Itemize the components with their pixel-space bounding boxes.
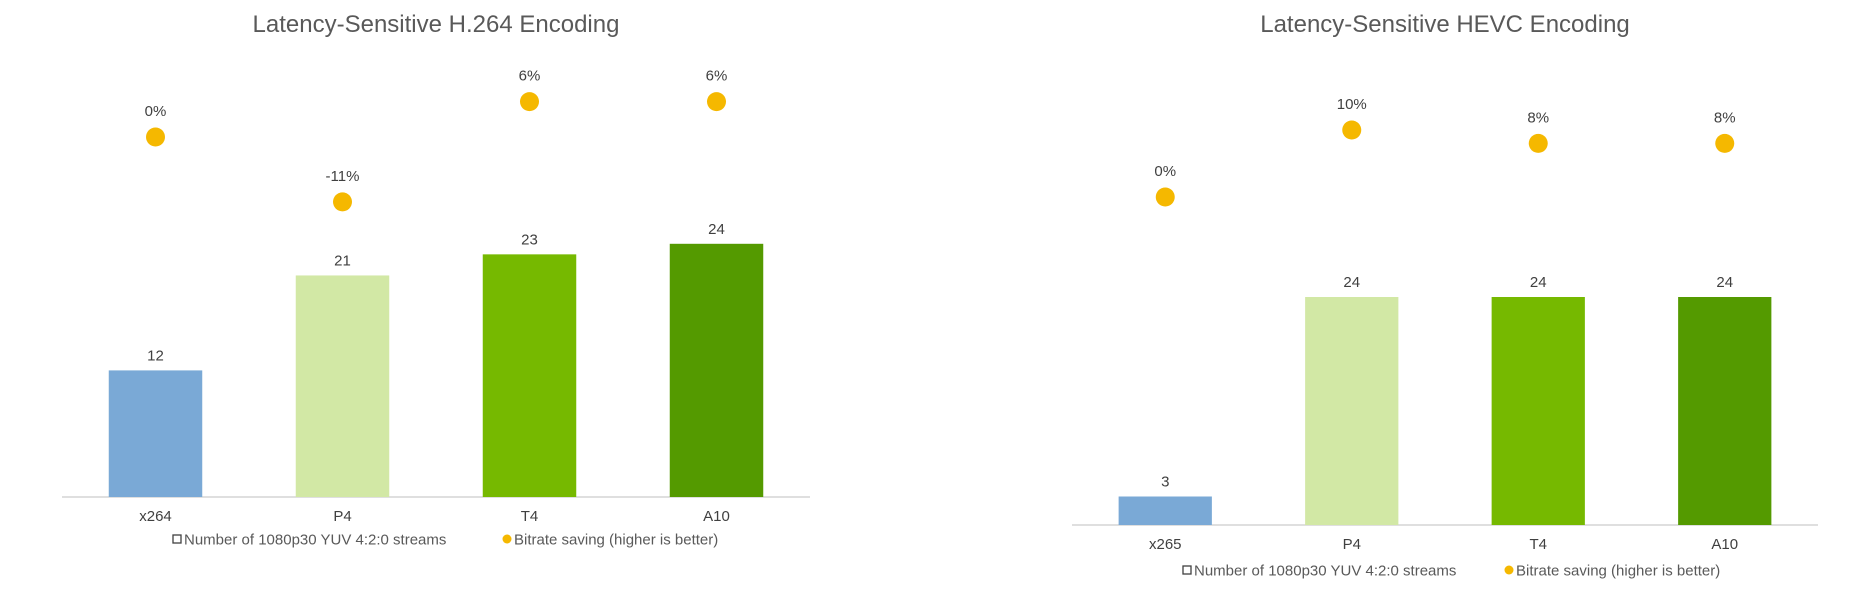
- legend-bar-label: Number of 1080p30 YUV 4:2:0 streams: [184, 532, 446, 549]
- legend-bar-swatch: [172, 534, 182, 544]
- bar-value-label: 24: [1530, 274, 1547, 291]
- saving-point-a10: [707, 92, 726, 112]
- x-tick-label: x265: [1149, 536, 1182, 553]
- bar-t4: [482, 254, 577, 497]
- saving-point-p4: [333, 192, 352, 212]
- bar-value-label: 3: [1161, 474, 1169, 491]
- bar-p4: [1305, 297, 1399, 525]
- x-tick-label: T4: [521, 508, 539, 525]
- bar-value-label: 24: [1343, 274, 1360, 291]
- bar-a10: [669, 243, 764, 497]
- bar-value-label: 21: [334, 252, 351, 269]
- saving-point-x264: [146, 127, 165, 147]
- saving-value-label: 6%: [706, 68, 728, 85]
- saving-value-label: 10%: [1337, 96, 1367, 113]
- x-tick-label: x264: [139, 508, 172, 525]
- saving-value-label: 0%: [1154, 163, 1176, 180]
- saving-point-t4: [520, 92, 539, 112]
- saving-point-p4: [1342, 120, 1362, 140]
- chart-panel-1: Latency-Sensitive H.264 Encoding 12 0% x264…: [62, 11, 810, 549]
- saving-point-x265: [1155, 187, 1175, 207]
- bar-a10: [1678, 297, 1772, 525]
- bar-p4: [295, 275, 390, 497]
- chart-panel-2: Latency-Sensitive HEVC Encoding 3 0% x265 24…: [1072, 11, 1818, 580]
- x-tick-label: P4: [1343, 536, 1361, 553]
- legend-bar-label: Number of 1080p30 YUV 4:2:0 streams: [1194, 563, 1456, 580]
- bar-value-label: 23: [521, 231, 538, 248]
- bar-x265: [1118, 496, 1212, 525]
- legend-dot-label: Bitrate saving (higher is better): [514, 532, 718, 549]
- bar-value-label: 12: [147, 347, 164, 364]
- chart-title: Latency-Sensitive H.264 Encoding: [253, 11, 620, 38]
- bar-x264: [108, 370, 203, 497]
- saving-point-a10: [1715, 133, 1735, 153]
- saving-value-label: 8%: [1714, 109, 1736, 126]
- saving-point-t4: [1528, 133, 1548, 153]
- bar-value-label: 24: [1716, 274, 1733, 291]
- saving-value-label: 6%: [519, 68, 541, 85]
- legend-bar-swatch: [1182, 565, 1192, 575]
- bar-value-label: 24: [708, 221, 725, 238]
- legend-dot-label: Bitrate saving (higher is better): [1516, 563, 1720, 580]
- bar-t4: [1491, 297, 1585, 525]
- saving-value-label: -11%: [326, 168, 360, 185]
- saving-value-label: 0%: [145, 103, 167, 120]
- x-tick-label: P4: [333, 508, 351, 525]
- legend-dot-swatch: [1504, 565, 1514, 575]
- x-tick-label: A10: [1711, 536, 1738, 553]
- legend-dot-swatch: [502, 534, 512, 544]
- x-tick-label: A10: [703, 508, 730, 525]
- x-tick-label: T4: [1529, 536, 1547, 553]
- legend: Number of 1080p30 YUV 4:2:0 streams Bitra…: [172, 532, 718, 549]
- legend: Number of 1080p30 YUV 4:2:0 streams Bitra…: [1182, 563, 1720, 580]
- chart-title: Latency-Sensitive HEVC Encoding: [1260, 11, 1630, 38]
- saving-value-label: 8%: [1527, 109, 1549, 126]
